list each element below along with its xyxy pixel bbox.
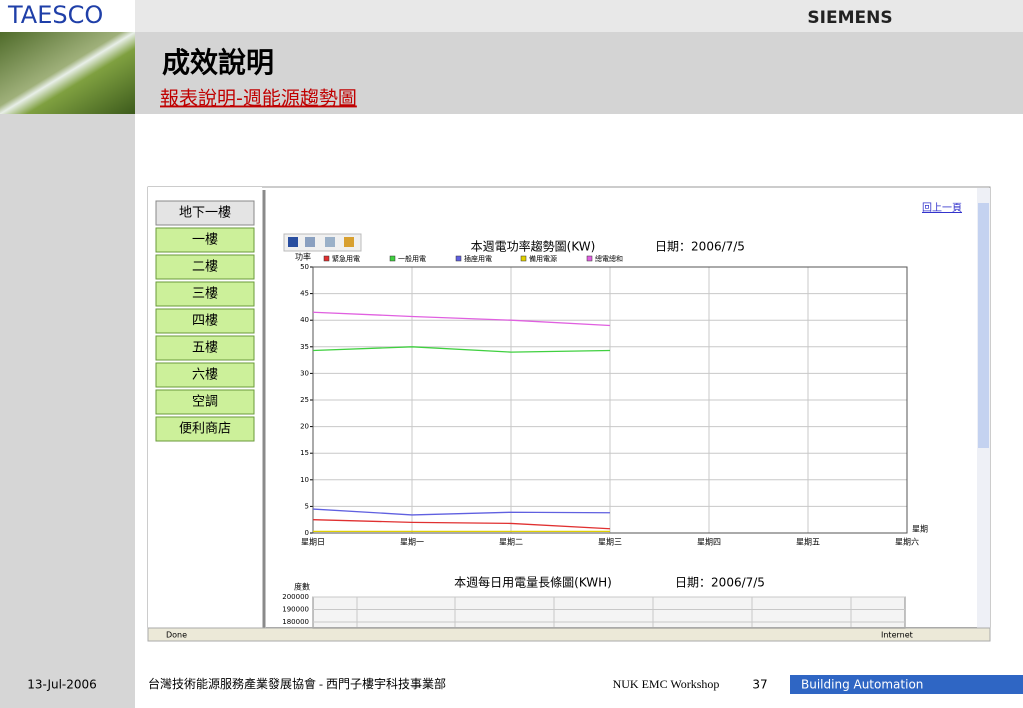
division-box (790, 675, 1023, 694)
status-done: Done (166, 631, 187, 640)
footer-date: 13-Jul-2006 (27, 678, 97, 692)
chart-date: 日期：2006/7/5 (655, 240, 745, 254)
status-zone: Internet (881, 631, 913, 640)
y-tick-label: 0 (305, 529, 309, 537)
series-line (312, 519, 611, 530)
y-tick-label: 10 (300, 476, 309, 484)
nav-button[interactable] (155, 227, 255, 253)
series-line (312, 508, 611, 516)
y-tick-label: 40 (300, 316, 309, 324)
series-line (312, 311, 611, 327)
nav-button[interactable] (155, 254, 255, 280)
scroll-thumb (978, 203, 989, 448)
mail-icon[interactable] (325, 237, 335, 247)
toolbar-bg (283, 233, 362, 252)
y-tick-label: 180000 (282, 618, 309, 626)
y-axis-label: 度數 (294, 582, 310, 592)
nav-label[interactable]: 三樓 (192, 287, 218, 302)
legend-label: 一般用電 (398, 254, 426, 263)
legend-label: 總電總和 (595, 254, 623, 263)
x-tick-label: 星期五 (796, 538, 820, 547)
nav-button[interactable] (155, 389, 255, 415)
plot-bg (312, 596, 906, 629)
legend-swatch (389, 255, 396, 262)
legend-label: 插座用電 (464, 254, 492, 263)
nav-button[interactable] (155, 362, 255, 388)
chart-title: 本週電功率趨勢圖(KW) (471, 239, 596, 254)
x-axis-label: 星期 (912, 525, 928, 534)
y-tick-label: 50 (300, 263, 309, 271)
save-icon[interactable] (288, 237, 298, 247)
slide-subtitle: 報表說明-週能源趨勢圖 (160, 88, 357, 110)
nav-label[interactable]: 二樓 (192, 260, 218, 275)
nav-label[interactable]: 空調 (192, 395, 218, 410)
y-axis-label: 功率 (295, 252, 311, 262)
y-tick-label: 45 (300, 290, 309, 298)
slide-title: 成效說明 (162, 46, 274, 79)
legend-swatch (520, 255, 527, 262)
nav-button[interactable] (155, 416, 255, 442)
chart-date: 日期：2006/7/5 (675, 576, 765, 590)
division: Building Automation (801, 678, 923, 692)
chart-title: 本週每日用電量長條圖(KWH) (454, 575, 612, 590)
footer-event: NUK EMC Workshop (613, 677, 720, 691)
y-tick-label: 5 (305, 502, 309, 510)
x-tick-label: 星期二 (499, 538, 523, 547)
legend-label: 備用電源 (529, 254, 557, 263)
nav-button[interactable] (155, 281, 255, 307)
y-tick-label: 190000 (282, 606, 309, 614)
title-band (135, 32, 1023, 114)
nav-label[interactable]: 便利商店 (179, 422, 231, 437)
print-icon[interactable] (305, 237, 315, 247)
nav-button[interactable] (155, 335, 255, 361)
series-line (312, 346, 611, 353)
y-tick-label: 200000 (282, 593, 309, 601)
x-tick-label: 星期一 (400, 538, 424, 547)
back-link[interactable]: 回上一頁 (922, 202, 962, 214)
status-bar (147, 627, 991, 642)
page-number: 37 (752, 678, 767, 692)
legend-label: 緊急用電 (332, 254, 360, 263)
footer-org: 台灣技術能源服務產業發展協會 - 西門子樓宇科技事業部 (148, 676, 446, 691)
nav-label[interactable]: 六樓 (192, 368, 218, 383)
toolbar (283, 233, 362, 252)
siemens-logo: SIEMENS (807, 8, 892, 28)
nav-label[interactable]: 五樓 (192, 341, 218, 356)
y-tick-label: 20 (300, 423, 309, 431)
legend-swatch (586, 255, 593, 262)
top-bar (135, 0, 1023, 32)
plot-border (312, 266, 908, 534)
x-tick-label: 星期四 (697, 538, 721, 547)
y-tick-label: 15 (300, 449, 309, 457)
x-tick-label: 星期三 (598, 538, 622, 547)
x-tick-label: 星期日 (301, 538, 325, 547)
left-strip (0, 114, 135, 708)
waterfall-image (0, 32, 135, 114)
nav-button[interactable] (155, 200, 255, 226)
nav-label[interactable]: 地下一樓 (179, 206, 231, 221)
y-tick-label: 25 (300, 396, 309, 404)
legend-swatch (323, 255, 330, 262)
brand: TAESCO (7, 1, 103, 29)
y-tick-label: 30 (300, 369, 309, 377)
x-tick-label: 星期六 (895, 537, 919, 547)
folder-icon[interactable] (344, 237, 354, 247)
nav-button[interactable] (155, 308, 255, 334)
browser-frame (147, 186, 991, 642)
nav-label[interactable]: 四樓 (192, 314, 218, 329)
legend-swatch (455, 255, 462, 262)
clip-cover (266, 627, 977, 628)
nav-label[interactable]: 一樓 (192, 233, 218, 248)
y-tick-label: 35 (300, 343, 309, 351)
